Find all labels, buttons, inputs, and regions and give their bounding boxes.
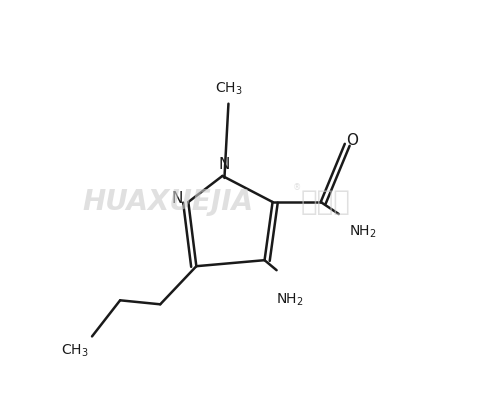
Text: N: N bbox=[219, 157, 230, 172]
Text: CH$_3$: CH$_3$ bbox=[214, 80, 242, 97]
Text: CH$_3$: CH$_3$ bbox=[61, 343, 89, 360]
Text: NH$_2$: NH$_2$ bbox=[349, 224, 377, 240]
Text: NH$_2$: NH$_2$ bbox=[276, 292, 304, 309]
Text: O: O bbox=[346, 133, 358, 148]
Text: HUAXUEJIA: HUAXUEJIA bbox=[82, 188, 253, 216]
Text: 化学加: 化学加 bbox=[301, 188, 351, 216]
Text: ®: ® bbox=[292, 183, 301, 192]
Text: N: N bbox=[172, 191, 183, 206]
